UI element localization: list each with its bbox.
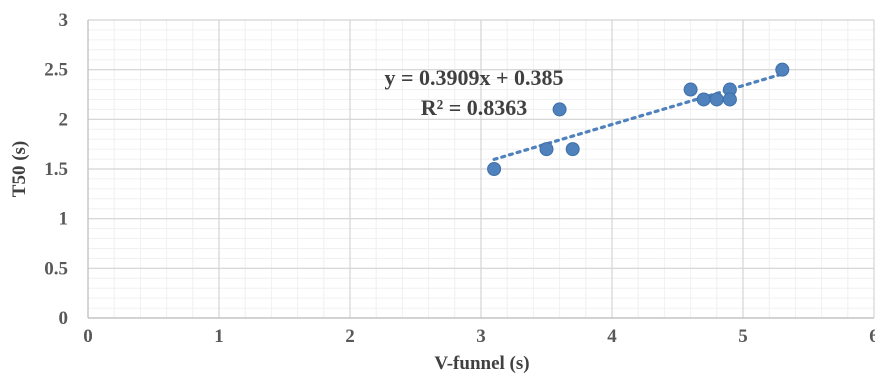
data-point (775, 62, 790, 77)
axes (87, 20, 874, 319)
data-point (565, 142, 580, 157)
y-tick-label: 1.5 (44, 159, 68, 180)
x-tick-label: 2 (345, 326, 355, 347)
y-tick-label: 1 (59, 209, 69, 230)
x-tick-label: 3 (476, 326, 486, 347)
y-tick-labels: 0 0.5 1 1.5 2 2.5 3 (44, 10, 68, 329)
data-point (709, 92, 724, 107)
x-axis-title: V-funnel (s) (434, 353, 529, 374)
data-points (487, 62, 790, 176)
x-tick-labels: 0 1 2 3 4 5 6 (83, 326, 875, 347)
trendline-equation: y = 0.3909x + 0.385 (384, 65, 563, 90)
major-gridlines (87, 19, 875, 319)
data-point (722, 92, 737, 107)
data-point (552, 102, 567, 117)
y-tick-label: 0.5 (44, 258, 68, 279)
y-axis-title: T50 (s) (9, 141, 30, 197)
data-point (696, 92, 711, 107)
x-tick-label: 4 (607, 326, 617, 347)
y-tick-label: 2.5 (44, 60, 68, 81)
data-point (683, 82, 698, 97)
data-point (539, 142, 554, 157)
trendline-r-squared: R² = 0.8363 (421, 95, 528, 120)
y-tick-label: 2 (59, 109, 69, 130)
y-tick-label: 0 (59, 308, 69, 329)
x-tick-label: 1 (214, 326, 224, 347)
x-tick-label: 5 (738, 326, 748, 347)
y-tick-label: 3 (59, 10, 69, 31)
data-point (487, 162, 502, 176)
x-tick-label: 6 (869, 326, 875, 347)
x-tick-label: 0 (83, 326, 93, 347)
